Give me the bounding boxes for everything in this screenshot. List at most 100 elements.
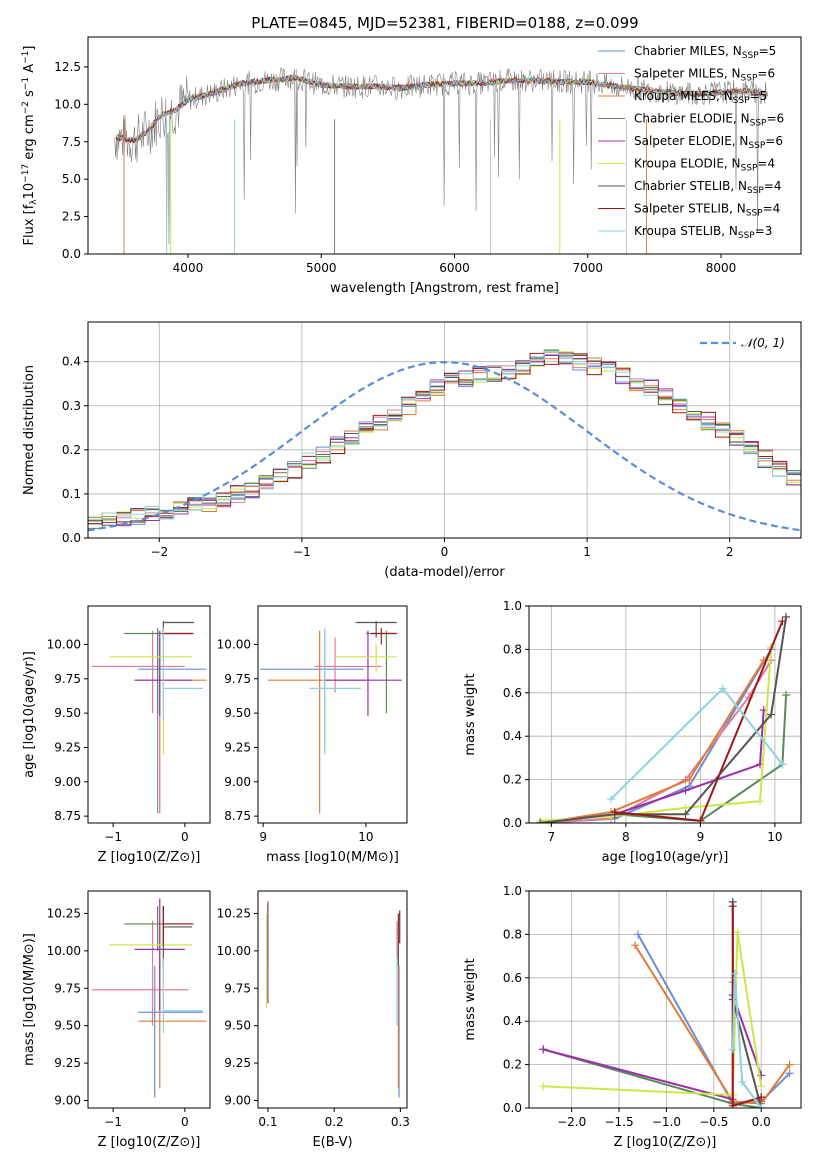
x-tick-label: 0.2 (325, 1115, 344, 1129)
y-tick-label: 0.2 (503, 773, 522, 787)
model-spectrum-line (115, 74, 769, 141)
plot-area (91, 898, 207, 1098)
data-point-marker (681, 786, 690, 795)
plot-frame (87, 890, 211, 1109)
weight-line (540, 710, 765, 823)
data-point-marker (756, 797, 765, 806)
y-tick-label: 0.0 (62, 531, 81, 545)
x-tick-label: 7000 (572, 261, 603, 275)
plot-area (260, 621, 402, 814)
x-tick-label: −0.5 (699, 1115, 728, 1129)
plot-area (536, 612, 791, 823)
data-point-marker (606, 795, 615, 804)
x-tick-label: 5000 (306, 261, 337, 275)
x-tick-label: 10 (358, 830, 373, 844)
weight-line (543, 932, 763, 1097)
legend-label: Salpeter STELIB, NSSP=4 (634, 202, 780, 219)
data-point-marker (536, 819, 545, 823)
y-tick-label: 9.50 (224, 706, 251, 720)
plot-area (91, 621, 207, 814)
data-point-marker (738, 1077, 747, 1086)
x-tick-label: −1 (104, 1115, 122, 1129)
chart-residuals: −2 −1 0 1 2 0.0 0.1 0.2 0.3 0.4 (data-model)/error… (22, 321, 802, 580)
y-tick-label: 0.8 (503, 927, 522, 941)
legend-label: 𝒩(0, 1) (741, 336, 785, 350)
data-point-marker (696, 816, 705, 823)
y-axis-label: Flux [fλ10−17 erg cm−2 s−1 A−1] (21, 46, 39, 246)
y-tick-label: 10.00 (47, 637, 81, 651)
x-axis-label: Z [log10(Z/Z⊙)] (614, 1135, 717, 1150)
histogram-step-line (88, 352, 801, 521)
legend-label: Chabrier ELODIE, NSSP=6 (634, 112, 784, 129)
y-tick-label: 9.00 (224, 1094, 251, 1108)
legend-label: Chabrier MILES, NSSP=5 (634, 44, 776, 61)
x-tick-label: 9 (259, 830, 267, 844)
x-tick-label: −2 (150, 545, 168, 559)
spectrum-lines (114, 67, 769, 254)
data-point-marker (539, 1045, 548, 1054)
data-point-marker (778, 760, 787, 769)
x-tick-label: 0.0 (752, 1115, 771, 1129)
y-tick-label: 0.0 (503, 1101, 522, 1115)
plot-area (88, 349, 801, 532)
plot-frame (87, 321, 802, 539)
weight-line (731, 973, 763, 1108)
plot-frame (257, 605, 408, 824)
y-tick-label: 10.00 (47, 944, 81, 958)
legend-label: Kroupa ELODIE, NSSP=4 (634, 157, 775, 174)
weight-line (614, 620, 784, 822)
weight-line (540, 659, 765, 823)
y-tick-label: 10.25 (47, 906, 81, 920)
y-axis-label: mass weight (463, 958, 478, 1040)
data-point-marker (730, 969, 739, 978)
y-tick-label: 7.5 (62, 135, 81, 149)
y-tick-label: 9.50 (224, 1019, 251, 1033)
data-point-marker (782, 612, 791, 621)
plot-area (266, 901, 401, 1098)
x-tick-label: −1 (104, 830, 122, 844)
y-tick-label: 0.4 (503, 1014, 522, 1028)
chart-mass-weight-vs-age: 7 8 9 10 0.0 0.2 0.4 0.6 0.8 1.0 age [log10(age/yr… (463, 599, 802, 865)
y-tick-label: 9.25 (224, 740, 251, 754)
weight-line (540, 659, 773, 823)
y-tick-label: 0.2 (503, 1058, 522, 1072)
data-spectrum-line (114, 67, 768, 247)
x-tick-label: −1.5 (604, 1115, 633, 1129)
data-point-marker (733, 928, 742, 937)
data-point-marker (728, 1101, 737, 1108)
data-point-marker (778, 617, 787, 626)
y-axis-label: mass [log10(M/M⊙)] (22, 933, 37, 1066)
y-axis-label: Normed distribution (22, 365, 37, 495)
y-tick-label: 10.0 (54, 97, 81, 111)
y-tick-label: 9.50 (54, 706, 81, 720)
legend-label: Salpeter MILES, NSSP=6 (634, 67, 775, 84)
x-axis-label: wavelength [Angstrom, rest frame] (330, 281, 559, 296)
model-spectrum-line (115, 74, 768, 144)
histogram-step-line (88, 351, 801, 522)
plot-frame (528, 605, 802, 824)
y-tick-label: 5.0 (62, 172, 81, 186)
x-axis-label: (data-model)/error (384, 565, 505, 580)
data-point-marker (631, 941, 640, 950)
y-tick-label: 9.75 (54, 981, 81, 995)
y-tick-label: 9.25 (54, 740, 81, 754)
y-tick-label: 0.0 (503, 816, 522, 830)
legend-label: Kroupa MILES, NSSP=5 (634, 89, 767, 106)
y-tick-label: 9.50 (54, 1019, 81, 1033)
y-tick-label: 1.0 (503, 599, 522, 613)
data-point-marker (757, 1082, 766, 1091)
legend-label: Chabrier STELIB, NSSP=4 (634, 179, 782, 196)
x-tick-label: 7 (548, 830, 556, 844)
y-tick-label: 10.00 (217, 944, 251, 958)
y-tick-label: 0.6 (503, 686, 522, 700)
y-tick-label: 9.00 (54, 775, 81, 789)
x-tick-label: −1 (293, 545, 311, 559)
x-tick-label: 4000 (173, 261, 204, 275)
y-axis-label: age [log10(age/yr)] (22, 651, 37, 778)
histogram-step-line (88, 350, 801, 520)
y-tick-label: 1.0 (503, 884, 522, 898)
plot-frame (87, 605, 211, 824)
plot-area (539, 897, 794, 1108)
data-point-marker (728, 1045, 737, 1054)
